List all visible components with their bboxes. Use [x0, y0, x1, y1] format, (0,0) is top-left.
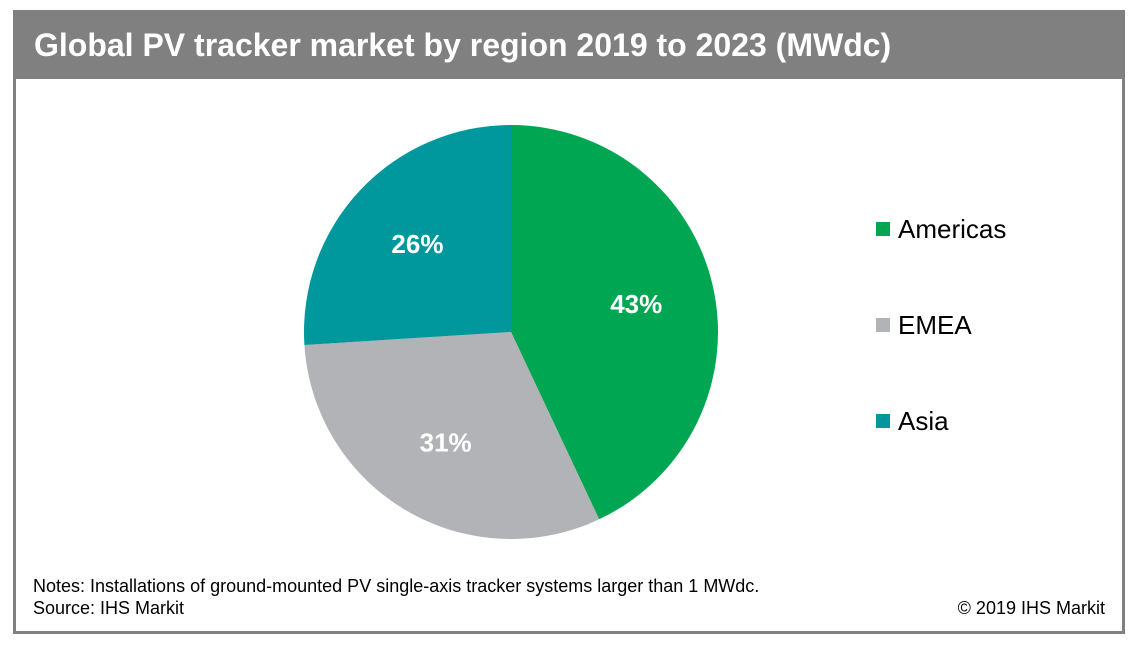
- copyright-text: © 2019 IHS Markit: [957, 598, 1105, 618]
- legend-item-emea: EMEA: [876, 310, 972, 340]
- data-label-emea: 31%: [420, 427, 472, 457]
- chart-frame: Global PV tracker market by region 2019 …: [13, 10, 1125, 634]
- notes-text: Notes: Installations of ground-mounted P…: [33, 576, 760, 596]
- data-label-americas: 43%: [610, 289, 662, 319]
- legend-label-americas: Americas: [898, 213, 1007, 244]
- pie-slice-americas: [511, 125, 718, 520]
- legend-swatch-americas: [876, 222, 890, 236]
- legend-swatch-emea: [876, 318, 890, 332]
- chart-title: Global PV tracker market by region 2019 …: [34, 27, 892, 63]
- legend-label-asia: Asia: [898, 405, 949, 436]
- title-bar: Global PV tracker market by region 2019 …: [16, 13, 1122, 79]
- data-label-asia: 26%: [391, 229, 443, 259]
- source-text: Source: IHS Markit: [33, 598, 185, 618]
- legend-item-asia: Asia: [876, 406, 949, 436]
- legend-swatch-asia: [876, 414, 890, 428]
- pie-slice-emea: [304, 332, 600, 539]
- pie-slice-asia: [304, 125, 511, 345]
- legend-item-americas: Americas: [876, 214, 1006, 244]
- pie-chart: 43% 31% 26%: [304, 125, 718, 539]
- legend-label-emea: EMEA: [898, 309, 972, 340]
